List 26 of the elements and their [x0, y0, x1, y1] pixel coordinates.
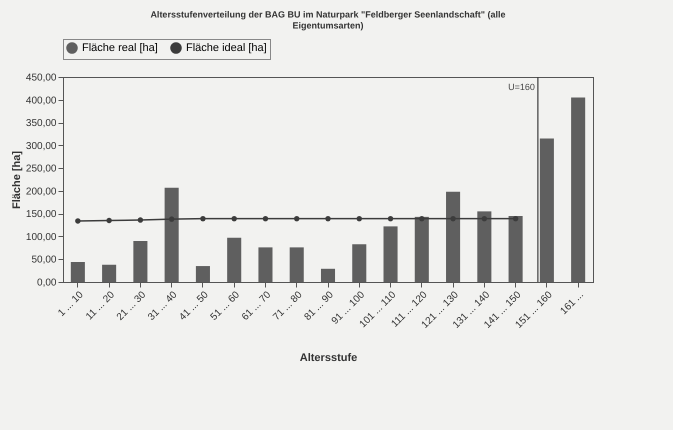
y-tick-label: 0,00: [37, 278, 57, 288]
y-axis-title: Fläche [ha]: [10, 150, 23, 210]
x-tick-label: 11 ... 20: [84, 289, 118, 322]
y-tick-label: 150,00: [26, 209, 57, 220]
x-tick-label: 1 ... 10: [56, 289, 86, 319]
x-tick-label: 31 ... 40: [146, 289, 180, 323]
y-tick-label: 400,00: [26, 95, 57, 106]
y-tick-label: 300,00: [26, 140, 57, 152]
legend-label: Fläche real [ha]: [82, 42, 158, 54]
ref-line-label: U=160: [508, 82, 535, 92]
x-tick-label: 71 ... 80: [271, 289, 305, 323]
legend-label: Fläche ideal [ha]: [186, 42, 267, 54]
y-tick-label: 100,00: [26, 232, 57, 243]
text: Altersstufenverteilung der BAG BU im Naturpark "Feldberger Seenlandschaft" (alle: [150, 10, 506, 20]
x-tick-label: 161 ...: [558, 290, 586, 317]
x-tick-label: 61 ... 70: [240, 289, 274, 323]
x-tick-label: 51 ... 60: [208, 289, 242, 323]
y-tick-label: 250,00: [26, 164, 57, 175]
y-tick-label: 50,00: [31, 254, 57, 266]
y-tick-label: 350,00: [26, 118, 57, 130]
x-axis-title: Altersstufe: [300, 352, 358, 364]
text: Eigentumsarten): [292, 20, 364, 30]
y-tick-label: 200,00: [26, 186, 57, 198]
y-tick-label: 450,00: [26, 72, 57, 84]
x-tick-label: 21 ... 30: [114, 289, 148, 323]
x-tick-label: 41 ... 50: [177, 289, 212, 323]
